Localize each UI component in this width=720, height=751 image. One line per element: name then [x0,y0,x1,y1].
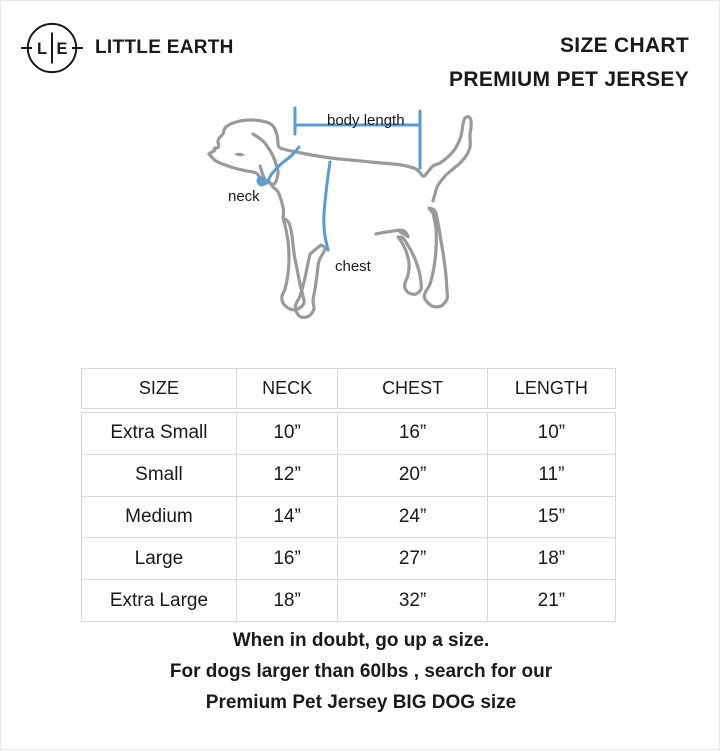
svg-text:chest: chest [335,258,372,275]
svg-text:neck: neck [228,188,260,205]
svg-text:body length: body length [327,112,405,129]
